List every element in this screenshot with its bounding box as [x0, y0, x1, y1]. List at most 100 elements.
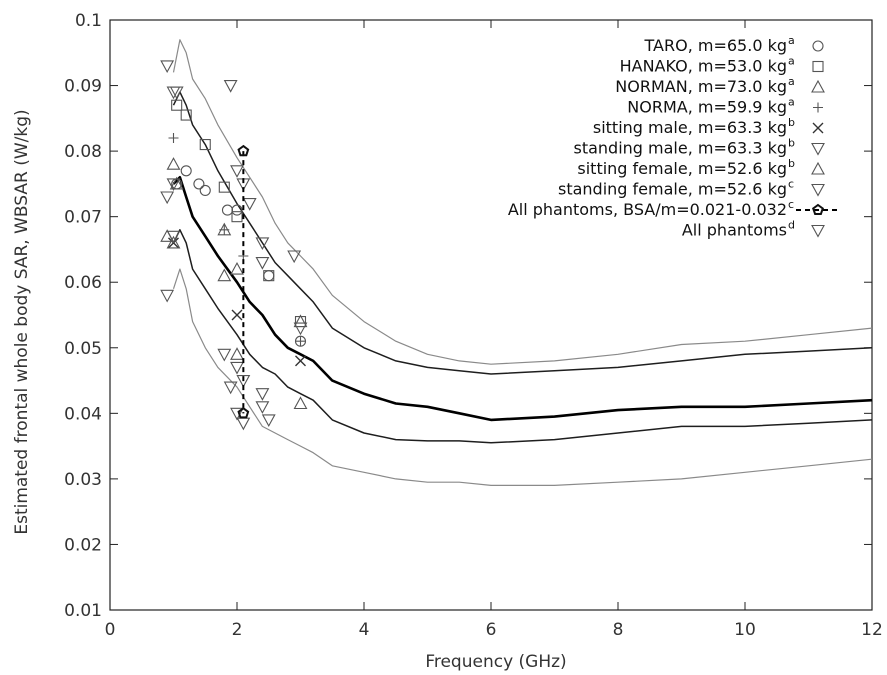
legend-label: NORMAN, m=73.0 kg: [615, 77, 787, 96]
legend-entry-standing-male: standing male, m=63.3 kg b: [573, 137, 825, 158]
marker-all-phantoms: [242, 198, 257, 211]
legend-superscript: b: [788, 137, 795, 150]
legend-marker: [811, 79, 825, 93]
marker-taro: [263, 270, 275, 282]
marker-standing-male: [236, 375, 251, 388]
marker-sitting-female: [217, 268, 232, 282]
legend-label: sitting male, m=63.3 kg: [593, 118, 787, 137]
legend-entry-standing-female: standing female, m=52.6 kg c: [558, 178, 825, 199]
y-tick-label: 0.09: [64, 77, 102, 97]
legend-marker: [811, 183, 825, 197]
legend-superscript: a: [788, 55, 795, 68]
legend-label: NORMA, m=59.9 kg: [627, 98, 787, 117]
marker-sitting-male: [231, 309, 243, 321]
x-tick-label: 4: [359, 620, 370, 640]
curve-mean: [172, 176, 873, 422]
curve-outer-upper: [172, 39, 873, 365]
legend-superscript: b: [788, 157, 795, 170]
y-tick-label: 0.02: [64, 535, 102, 555]
marker-all-phantoms: [169, 86, 184, 100]
legend-entry-taro: TARO, m=65.0 kg a: [644, 34, 824, 55]
marker-hanako: [180, 109, 192, 121]
x-tick-label: 0: [105, 620, 116, 640]
marker-hanako: [199, 139, 211, 151]
legend-marker: [812, 40, 824, 52]
marker-standing-female: [230, 361, 244, 375]
x-axis-label: Frequency (GHz): [425, 652, 566, 672]
marker-norma: [295, 336, 306, 347]
legend-marker: [811, 142, 825, 156]
marker-hanako: [231, 211, 243, 223]
legend-superscript: a: [788, 75, 795, 88]
legend-label: All phantoms, BSA/m=0.021-0.032: [508, 200, 787, 219]
legend-entry-sitting-male: sitting male, m=63.3 kg b: [593, 116, 824, 137]
marker-all-phantoms: [160, 60, 175, 74]
bsa-range-bottom: [237, 407, 250, 419]
marker-norma: [168, 133, 179, 143]
marker-taro: [193, 178, 205, 190]
marker-all-phantoms: [223, 80, 238, 93]
marker-hanako: [263, 270, 275, 282]
marker-all-phantoms: [255, 237, 270, 251]
marker-standing-female: [166, 178, 181, 192]
marker-standing-female: [236, 417, 251, 431]
x-tick-label: 12: [861, 620, 883, 640]
marker-standing-male: [261, 414, 276, 428]
x-tick-label: 8: [613, 620, 624, 640]
legend-superscript: d: [788, 219, 795, 232]
marker-all-phantoms: [287, 250, 302, 264]
curve-outer-lower: [172, 268, 873, 486]
legend-entry-all-phantoms: All phantoms d: [682, 219, 825, 240]
marker-layer: [160, 60, 308, 431]
legend-entry-hanako: HANAKO, m=53.0 kg a: [620, 55, 824, 76]
y-tick-label: 0.08: [64, 142, 102, 162]
legend-superscript: a: [788, 34, 795, 47]
marker-sitting-female: [230, 347, 244, 360]
legend-superscript: a: [788, 96, 795, 109]
legend-label: standing female, m=52.6 kg: [558, 180, 787, 199]
legend-superscript: c: [788, 198, 794, 211]
y-axis-label: Estimated frontal whole body SAR, WBSAR …: [12, 109, 32, 534]
marker-sitting-female: [166, 235, 181, 249]
legend-marker: [813, 102, 823, 113]
y-tick-label: 0.04: [64, 404, 102, 424]
marker-taro: [231, 204, 243, 216]
marker-standing-male: [160, 289, 175, 303]
marker-hanako: [218, 181, 230, 193]
marker-taro: [221, 204, 234, 216]
y-tick-label: 0.07: [64, 208, 102, 228]
legend-label: TARO, m=65.0 kg: [644, 36, 787, 55]
marker-all-phantoms: [293, 322, 308, 336]
x-tick-label: 6: [486, 620, 497, 640]
marker-all-phantoms: [223, 381, 238, 395]
legend-label: sitting female, m=52.6 kg: [577, 159, 787, 178]
x-axis: 0 2 4 6 8 10 12: [105, 20, 883, 640]
marker-all-phantoms: [230, 165, 244, 178]
marker-standing-female: [160, 191, 175, 205]
legend-superscript: c: [788, 178, 794, 191]
marker-norman: [293, 314, 308, 328]
marker-all-phantoms: [255, 257, 270, 270]
legend-label: All phantoms: [682, 221, 787, 240]
y-tick-label: 0.06: [64, 273, 102, 293]
curve-inner-lower: [172, 229, 873, 444]
marker-norman: [166, 157, 181, 170]
y-tick-label: 0.01: [64, 601, 102, 621]
y-axis: 0.01 0.02 0.03 0.04 0.05 0.06 0.07 0.08 0.09 0.1: [64, 11, 872, 621]
y-tick-label: 0.1: [75, 11, 102, 31]
legend-superscript: b: [788, 116, 795, 129]
curve-layer: [172, 39, 873, 486]
legend-marker: [812, 203, 824, 215]
curve-inner-upper: [172, 91, 873, 375]
marker-norma: [219, 224, 230, 235]
marker-sitting-male: [295, 355, 306, 367]
marker-all-phantoms: [255, 401, 270, 414]
legend-entry-bsa: All phantoms, BSA/m=0.021-0.032 c: [508, 198, 840, 219]
legend-label: HANAKO, m=53.0 kg: [620, 57, 787, 76]
legend-marker: [812, 122, 824, 134]
x-tick-label: 2: [232, 620, 243, 640]
marker-sitting-female: [160, 229, 175, 242]
legend-marker: [812, 60, 824, 73]
marker-standing-male: [217, 348, 232, 362]
